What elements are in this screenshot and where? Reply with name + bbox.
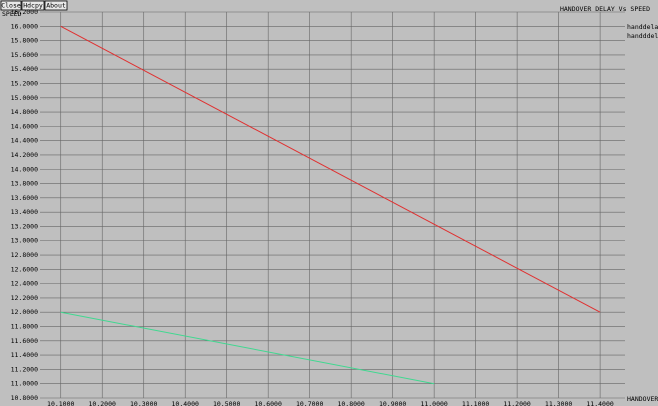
y-tick-label: 11.8000 (11, 323, 38, 331)
y-tick-label: 12.2000 (11, 294, 38, 302)
y-tick-label: 14.2000 (11, 151, 38, 159)
y-tick-label: 15.0000 (11, 94, 38, 102)
x-tick-label: 10.3000 (130, 400, 157, 406)
data-line (60, 25, 601, 313)
y-tick-label: 16.2000 (11, 8, 38, 16)
x-tick-label: 10.5000 (213, 400, 240, 406)
y-tick-label: 15.6000 (11, 51, 38, 59)
legend-entry: handddelay (627, 32, 658, 40)
x-tick-label: 10.4000 (172, 400, 199, 406)
x-tick-label: 10.9000 (379, 400, 406, 406)
y-axis-label: SPEED (2, 10, 22, 18)
data-line (60, 311, 435, 385)
y-tick-label: 12.8000 (11, 251, 38, 259)
button-label[interactable]: Hdcpy (23, 2, 43, 10)
y-tick-label: 13.6000 (11, 194, 38, 202)
y-tick-label: 13.8000 (11, 180, 38, 188)
x-tick-label: 10.8000 (337, 400, 364, 406)
x-tick-label: 10.6000 (254, 400, 281, 406)
x-tick-label: 11.2000 (503, 400, 530, 406)
button-label[interactable]: About (46, 2, 66, 10)
x-tick-label: 10.2000 (89, 400, 116, 406)
x-tick-label: 11.0000 (420, 400, 447, 406)
y-tick-label: 11.4000 (11, 351, 38, 359)
button-label[interactable]: Close (1, 2, 21, 10)
y-tick-label: 16.0000 (11, 22, 38, 30)
y-tick-label: 11.2000 (11, 365, 38, 373)
y-tick-label: 11.0000 (11, 380, 38, 388)
y-tick-label: 10.8000 (11, 394, 38, 402)
y-tick-label: 14.4000 (11, 137, 38, 145)
hdcpy-button[interactable]: Hdcpy (21, 0, 45, 11)
x-tick-label: 11.3000 (545, 400, 572, 406)
y-tick-label: 13.2000 (11, 222, 38, 230)
x-axis-label: HANDOVER_D (627, 395, 658, 403)
y-tick-label: 13.4000 (11, 208, 38, 216)
about-button[interactable]: About (44, 0, 68, 11)
y-tick-label: 12.6000 (11, 265, 38, 273)
x-tick-label: 10.7000 (296, 400, 323, 406)
y-tick-label: 12.4000 (11, 280, 38, 288)
y-tick-label: 14.8000 (11, 108, 38, 116)
x-tick-label: 10.1000 (47, 400, 74, 406)
y-tick-label: 15.8000 (11, 37, 38, 45)
y-tick-label: 12.0000 (11, 308, 38, 316)
y-tick-label: 15.4000 (11, 65, 38, 73)
x-tick-label: 11.4000 (586, 400, 613, 406)
y-tick-label: 14.6000 (11, 122, 38, 130)
x-tick-label: 11.1000 (462, 400, 489, 406)
chart-title: HANDOVER DELAY Vs SPEED (560, 5, 650, 13)
close-button[interactable]: Close (0, 0, 22, 11)
y-tick-label: 14.0000 (11, 165, 38, 173)
y-tick-label: 13.0000 (11, 237, 38, 245)
y-tick-label: 11.6000 (11, 337, 38, 345)
legend-entry: handdelay. (627, 23, 658, 31)
y-tick-label: 15.2000 (11, 79, 38, 87)
